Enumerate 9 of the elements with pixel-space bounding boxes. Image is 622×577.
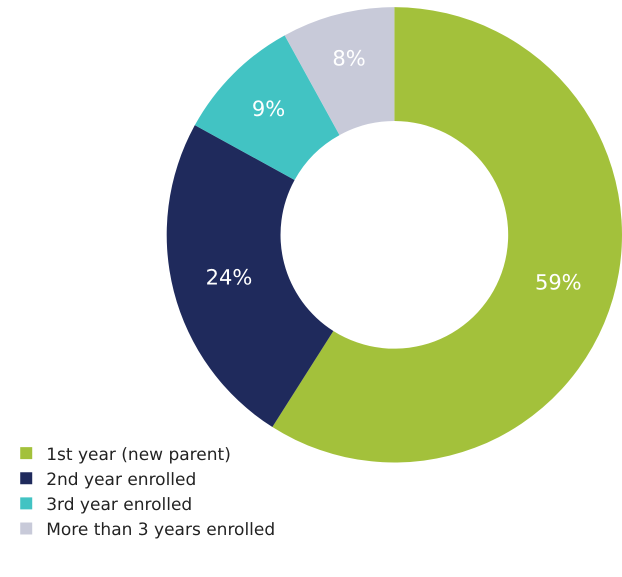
data-label: 9% bbox=[252, 96, 286, 121]
donut-slice bbox=[166, 125, 334, 428]
legend-label: 3rd year enrolled bbox=[46, 495, 192, 516]
legend-label: 1st year (new parent) bbox=[46, 444, 231, 465]
legend-label: More than 3 years enrolled bbox=[46, 520, 276, 540]
legend-label: 2nd year enrolled bbox=[46, 470, 196, 490]
data-label: 59% bbox=[534, 270, 582, 294]
donut-slice bbox=[284, 7, 394, 136]
data-label: 24% bbox=[206, 265, 252, 290]
